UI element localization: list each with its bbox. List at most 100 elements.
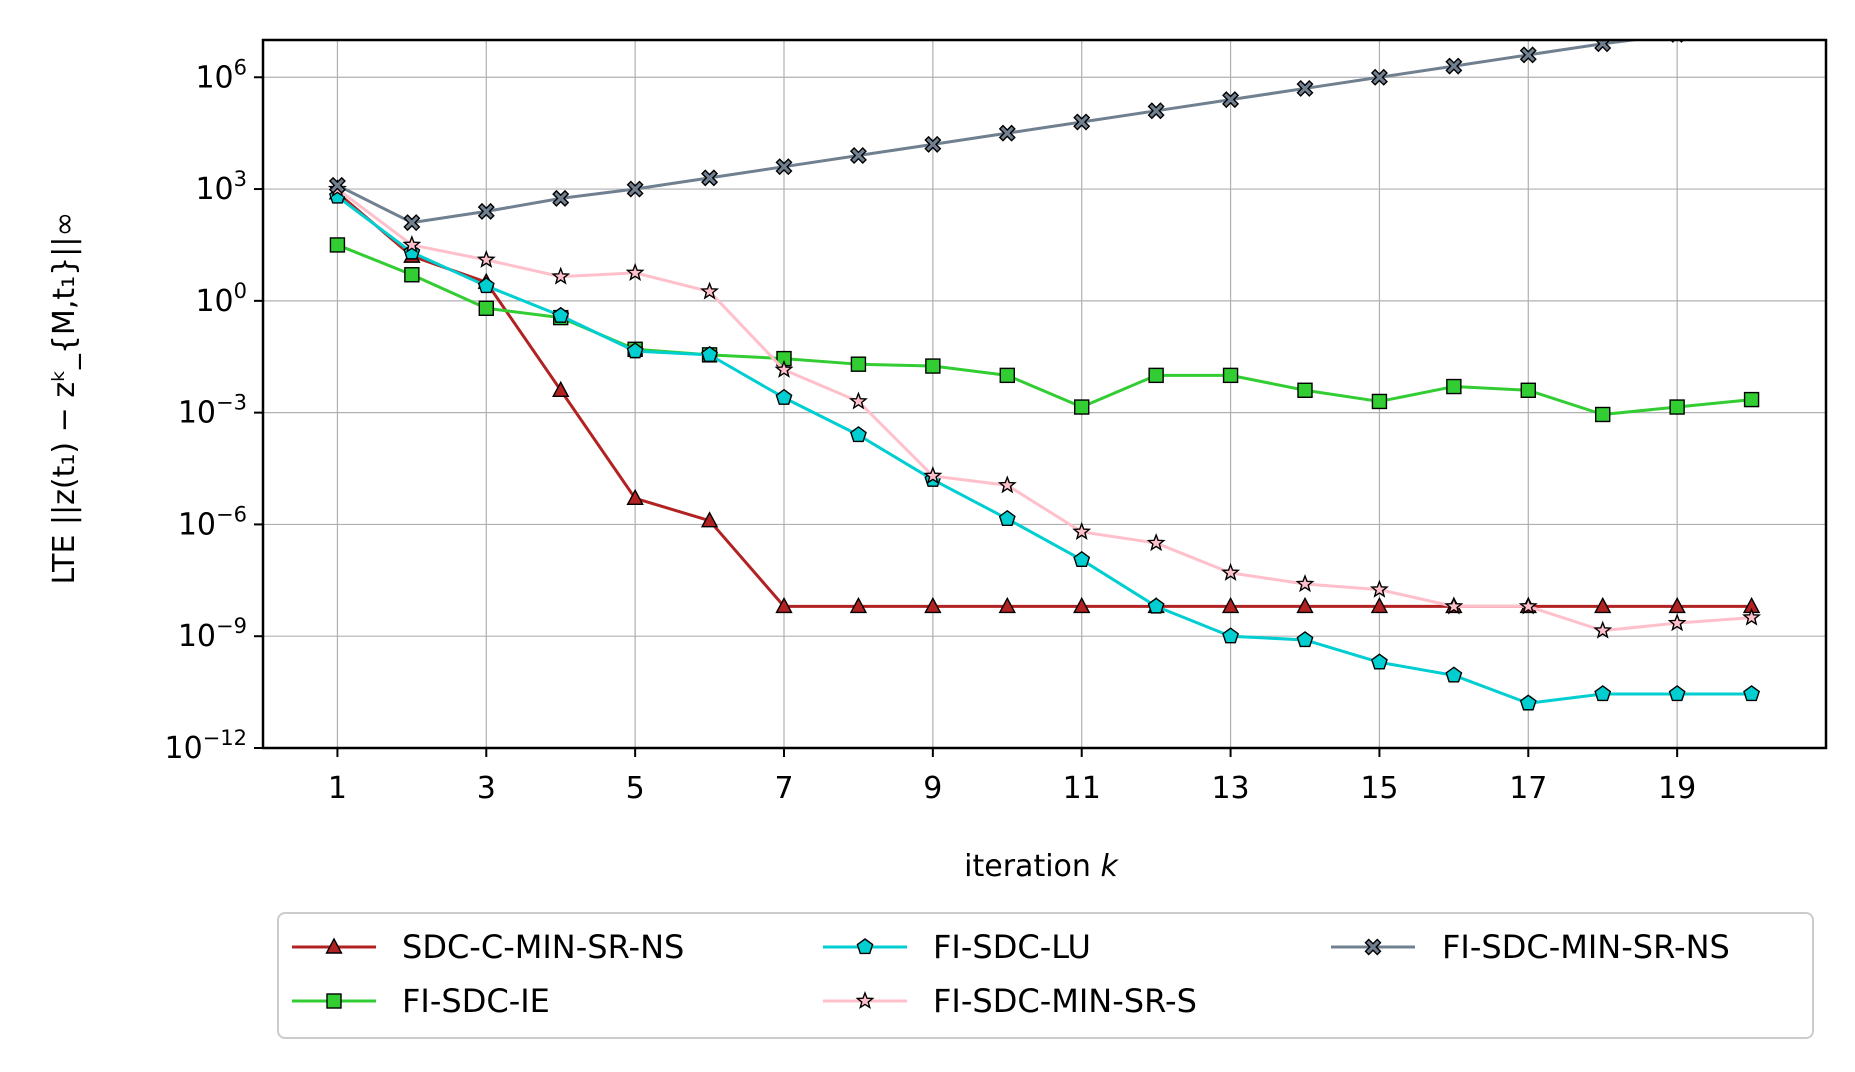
y-axis-label: LTE ||z(t₁) − zᵏ_{M,t₁}||∞ bbox=[47, 212, 82, 585]
legend-marker-fi-sdc-min-sr-ns bbox=[1364, 938, 1382, 956]
data-point-fi-sdc-min-sr-s bbox=[774, 359, 794, 378]
data-point-fi-sdc-ie bbox=[850, 356, 867, 372]
data-point-fi-sdc-min-sr-ns bbox=[1147, 102, 1165, 120]
series-line-fi-sdc-min-sr-s bbox=[336, 187, 1752, 633]
data-point-sdc-c-min-sr-ns bbox=[998, 596, 1016, 614]
y-tick-label: 100 bbox=[195, 279, 247, 319]
data-point-fi-sdc-min-sr-s bbox=[551, 266, 571, 285]
data-point-fi-sdc-ie bbox=[1297, 382, 1313, 398]
data-point-fi-sdc-min-sr-s bbox=[1518, 596, 1538, 615]
x-tick-label: 7 bbox=[774, 771, 793, 806]
data-point-fi-sdc-min-sr-s bbox=[848, 391, 868, 410]
data-point-fi-sdc-min-sr-ns bbox=[924, 135, 942, 153]
legend-marker-sdc-c-min-sr-ns bbox=[325, 937, 343, 954]
legend-label-fi-sdc-min-sr-s: FI-SDC-MIN-SR-S bbox=[933, 982, 1197, 1020]
x-axis: 1 3 5 7 9 11 13 15 17 19 bbox=[328, 748, 1696, 806]
data-point-fi-sdc-min-sr-ns bbox=[1445, 57, 1463, 75]
data-point-fi-sdc-min-sr-ns bbox=[552, 189, 570, 207]
data-point-fi-sdc-min-sr-s bbox=[402, 234, 422, 254]
data-point-sdc-c-min-sr-ns bbox=[1073, 596, 1091, 614]
data-point-fi-sdc-lu bbox=[1073, 550, 1091, 567]
legend-label-sdc-c-min-sr-ns: SDC-C-MIN-SR-NS bbox=[402, 928, 684, 966]
data-point-fi-sdc-ie bbox=[478, 300, 494, 316]
data-point-fi-sdc-ie bbox=[999, 367, 1015, 384]
series-fi-sdc-lu bbox=[328, 187, 1761, 711]
data-point-sdc-c-min-sr-ns bbox=[1370, 596, 1389, 614]
data-point-fi-sdc-min-sr-ns bbox=[1296, 79, 1314, 97]
data-point-fi-sdc-min-sr-ns bbox=[849, 147, 867, 165]
y-tick-label: 10−6 bbox=[178, 502, 247, 542]
data-point-fi-sdc-lu bbox=[1743, 685, 1761, 702]
data-point-fi-sdc-min-sr-ns bbox=[403, 214, 421, 232]
legend-label-fi-sdc-ie: FI-SDC-IE bbox=[402, 982, 550, 1020]
data-point-fi-sdc-min-sr-ns bbox=[328, 176, 346, 194]
data-point-fi-sdc-lu bbox=[849, 426, 867, 443]
data-point-sdc-c-min-sr-ns bbox=[1296, 596, 1314, 614]
data-point-fi-sdc-lu bbox=[775, 388, 793, 405]
data-point-fi-sdc-ie bbox=[1148, 367, 1164, 384]
data-point-fi-sdc-lu bbox=[1296, 631, 1314, 648]
y-tick-label: 10−12 bbox=[164, 726, 247, 766]
data-point-fi-sdc-ie bbox=[1371, 393, 1388, 410]
data-point-fi-sdc-ie bbox=[404, 267, 420, 283]
data-point-fi-sdc-ie bbox=[1520, 382, 1536, 398]
y-tick-label: 103 bbox=[195, 167, 247, 207]
data-point-fi-sdc-lu bbox=[1370, 653, 1388, 670]
x-tick-label: 19 bbox=[1658, 771, 1696, 806]
plot-frame bbox=[261, 38, 1828, 750]
series-line-fi-sdc-min-sr-ns bbox=[336, 40, 1645, 225]
legend-marker-fi-sdc-min-sr-s bbox=[855, 991, 875, 1010]
data-point-fi-sdc-min-sr-s bbox=[997, 475, 1017, 494]
data-point-fi-sdc-min-sr-s bbox=[923, 466, 943, 485]
data-point-fi-sdc-lu bbox=[552, 306, 570, 323]
x-tick-label: 13 bbox=[1211, 771, 1249, 806]
data-point-fi-sdc-ie bbox=[1595, 406, 1611, 423]
data-point-fi-sdc-ie bbox=[329, 237, 346, 253]
data-point-fi-sdc-min-sr-ns bbox=[1222, 91, 1240, 109]
data-point-fi-sdc-ie bbox=[1743, 391, 1760, 408]
data-point-fi-sdc-lu bbox=[626, 342, 644, 359]
data-point-fi-sdc-lu bbox=[477, 277, 495, 294]
data-point-fi-sdc-min-sr-ns bbox=[626, 180, 644, 198]
legend-box bbox=[277, 912, 1814, 1039]
data-point-fi-sdc-lu bbox=[1594, 685, 1612, 702]
data-point-fi-sdc-min-sr-s bbox=[476, 249, 496, 268]
series-line-sdc-c-min-sr-ns bbox=[336, 191, 1752, 608]
legend-label-fi-sdc-lu: FI-SDC-LU bbox=[933, 928, 1091, 966]
data-point-sdc-c-min-sr-ns bbox=[1668, 596, 1686, 614]
series-line-fi-sdc-lu bbox=[336, 195, 1752, 705]
data-point-sdc-c-min-sr-ns bbox=[775, 596, 793, 614]
data-point-sdc-c-min-sr-ns bbox=[924, 596, 942, 614]
y-tick-label: 10−3 bbox=[178, 391, 247, 431]
legend-marker-fi-sdc-lu bbox=[856, 938, 874, 955]
data-point-fi-sdc-min-sr-ns bbox=[1073, 113, 1091, 131]
data-point-fi-sdc-min-sr-s bbox=[1072, 521, 1092, 540]
data-point-fi-sdc-min-sr-s bbox=[1444, 596, 1464, 615]
data-point-fi-sdc-min-sr-ns bbox=[998, 124, 1016, 142]
x-tick-label: 11 bbox=[1063, 771, 1101, 806]
data-point-fi-sdc-ie bbox=[1669, 399, 1685, 415]
data-point-fi-sdc-lu bbox=[1668, 685, 1686, 702]
data-point-fi-sdc-ie bbox=[925, 358, 941, 374]
data-point-fi-sdc-min-sr-s bbox=[1667, 613, 1687, 632]
y-axis: 10−12 10−9 10−6 10−3 100 103 106 bbox=[164, 55, 263, 766]
data-point-sdc-c-min-sr-ns bbox=[849, 596, 868, 614]
data-point-fi-sdc-min-sr-ns bbox=[1370, 68, 1388, 86]
series-line-fi-sdc-ie bbox=[336, 243, 1752, 416]
data-point-fi-sdc-ie bbox=[1074, 399, 1090, 415]
data-point-fi-sdc-lu bbox=[998, 509, 1016, 526]
data-point-fi-sdc-min-sr-ns bbox=[775, 158, 793, 176]
data-point-sdc-c-min-sr-ns bbox=[552, 380, 570, 397]
data-point-fi-sdc-min-sr-s bbox=[1295, 574, 1315, 593]
data-point-fi-sdc-min-sr-s bbox=[625, 262, 645, 281]
data-point-fi-sdc-lu bbox=[701, 346, 719, 363]
y-tick-label: 106 bbox=[195, 55, 247, 95]
data-point-sdc-c-min-sr-ns bbox=[700, 511, 719, 528]
data-point-fi-sdc-min-sr-s bbox=[1593, 620, 1613, 639]
data-point-sdc-c-min-sr-ns bbox=[1594, 596, 1612, 614]
data-point-fi-sdc-min-sr-s bbox=[700, 281, 720, 300]
legend-marker-fi-sdc-ie bbox=[326, 993, 342, 1009]
legend-label-fi-sdc-min-sr-ns: FI-SDC-MIN-SR-NS bbox=[1442, 928, 1730, 966]
x-tick-label: 9 bbox=[923, 771, 942, 806]
grid-lines bbox=[263, 40, 1826, 749]
